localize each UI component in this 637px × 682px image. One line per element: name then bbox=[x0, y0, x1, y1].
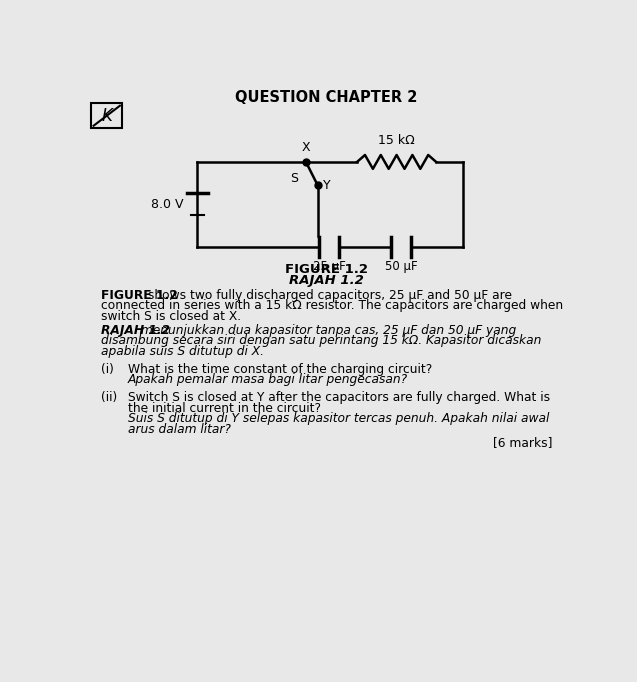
Text: RAJAH 1.2: RAJAH 1.2 bbox=[289, 274, 364, 287]
Text: 50 μF: 50 μF bbox=[385, 261, 418, 273]
Text: (ii): (ii) bbox=[101, 391, 118, 404]
Text: Y: Y bbox=[323, 179, 331, 192]
Text: arus dalam litar?: arus dalam litar? bbox=[127, 423, 231, 436]
Text: What is the time constant of the charging circuit?: What is the time constant of the chargin… bbox=[127, 363, 432, 376]
Text: X: X bbox=[301, 141, 310, 154]
Text: K: K bbox=[101, 106, 112, 125]
Text: [6 marks]: [6 marks] bbox=[493, 436, 552, 449]
Text: connected in series with a 15 kΩ resistor. The capacitors are charged when: connected in series with a 15 kΩ resisto… bbox=[101, 299, 564, 312]
Text: FIGURE 1.2: FIGURE 1.2 bbox=[285, 263, 368, 276]
Text: 15 kΩ: 15 kΩ bbox=[378, 134, 415, 147]
Text: shows two fully discharged capacitors, 25 μF and 50 μF are: shows two fully discharged capacitors, 2… bbox=[145, 289, 512, 302]
Text: 25 μF: 25 μF bbox=[313, 261, 345, 273]
Text: disambung secara siri dengan satu perintang 15 kΩ. Kapasitor dicaskan: disambung secara siri dengan satu perint… bbox=[101, 334, 541, 347]
Text: Suis S ditutup di Y selepas kapasitor tercas penuh. Apakah nilai awal: Suis S ditutup di Y selepas kapasitor te… bbox=[127, 412, 549, 425]
Text: (i): (i) bbox=[101, 363, 114, 376]
Text: 8.0 V: 8.0 V bbox=[151, 198, 183, 211]
Text: switch S is closed at X.: switch S is closed at X. bbox=[101, 310, 241, 323]
Text: QUESTION CHAPTER 2: QUESTION CHAPTER 2 bbox=[235, 89, 417, 104]
Text: RAJAH 1.2: RAJAH 1.2 bbox=[101, 324, 170, 337]
Text: Apakah pemalar masa bagi litar pengecasan?: Apakah pemalar masa bagi litar pengecasa… bbox=[127, 373, 408, 386]
Text: S: S bbox=[290, 173, 298, 186]
Text: the initial current in the circuit?: the initial current in the circuit? bbox=[127, 402, 320, 415]
Text: apabila suis S ditutup di X.: apabila suis S ditutup di X. bbox=[101, 345, 264, 358]
Bar bbox=[91, 104, 122, 128]
Text: Switch S is closed at Y after the capacitors are fully charged. What is: Switch S is closed at Y after the capaci… bbox=[127, 391, 550, 404]
Text: menunjukkan dua kapasitor tanpa cas, 25 μF dan 50 μF yang: menunjukkan dua kapasitor tanpa cas, 25 … bbox=[137, 324, 516, 337]
Text: FIGURE 1.2: FIGURE 1.2 bbox=[101, 289, 178, 302]
